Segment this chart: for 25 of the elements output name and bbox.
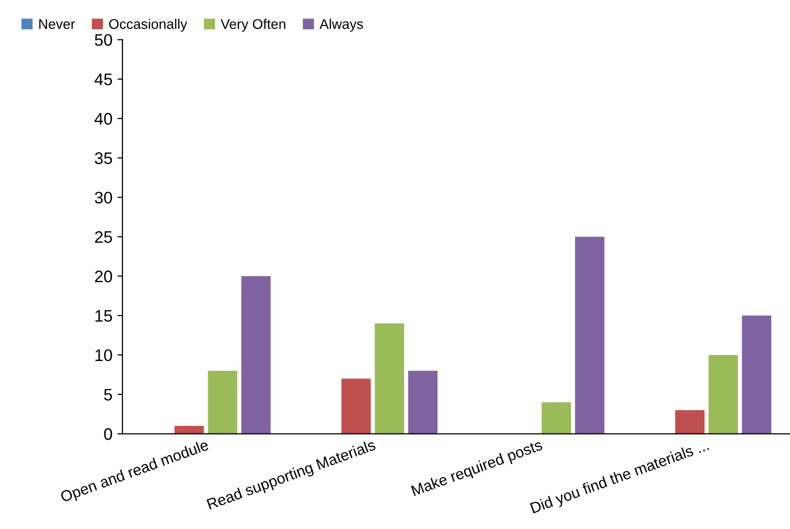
bar [675,410,705,434]
y-tick-label: 25 [95,231,112,243]
y-tick-label: 30 [94,192,112,204]
bar [542,402,572,434]
bar [575,236,604,434]
bar [341,378,371,434]
bar [241,276,271,434]
legend-label: Occasionally [109,18,188,32]
y-tick-label: 20 [95,270,112,282]
bar [208,370,238,434]
legend-label: Very Often [220,18,286,32]
bar [374,323,404,434]
y-tick-label: 0 [104,428,112,440]
y-tick-label: 50 [94,34,112,46]
bar [742,316,772,434]
y-tick-label: 5 [104,388,112,401]
y-tick-label: 15 [95,310,112,322]
y-tick-label: 45 [94,74,112,86]
bar [708,354,738,434]
legend-label: Never [39,19,75,29]
y-tick-label: 35 [94,152,112,164]
bar [408,370,438,434]
legend-label: Always [320,18,364,32]
y-tick-label: 40 [94,112,112,125]
y-tick-label: 10 [95,349,112,362]
